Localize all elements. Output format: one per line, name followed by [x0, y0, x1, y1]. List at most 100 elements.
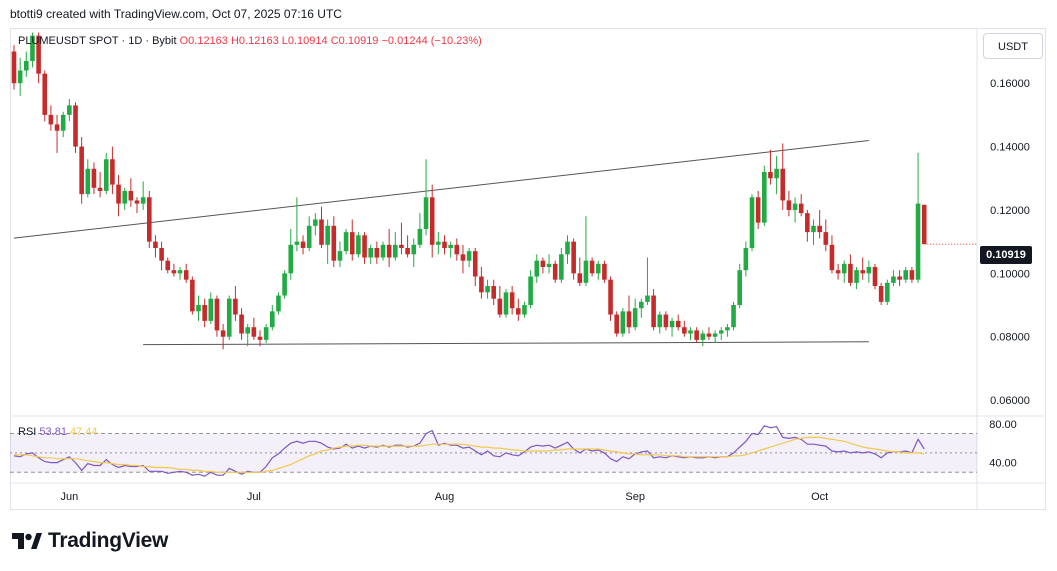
candle-body[interactable] [399, 244, 404, 248]
candle-body[interactable] [36, 35, 41, 74]
candle-body[interactable] [24, 61, 29, 71]
candle-body[interactable] [270, 311, 275, 328]
candle-body[interactable] [85, 168, 91, 195]
candle-body[interactable] [116, 184, 121, 204]
candle-body[interactable] [706, 333, 712, 337]
tradingview-logo[interactable]: TradingView [12, 529, 168, 553]
candle-body[interactable] [159, 247, 164, 261]
candle-body[interactable] [743, 247, 749, 271]
candle-body[interactable] [325, 225, 330, 245]
candle-body[interactable] [110, 159, 115, 185]
candle-body[interactable] [725, 327, 730, 331]
candle-body[interactable] [731, 305, 736, 328]
candle-body[interactable] [343, 232, 349, 252]
candle-body[interactable] [522, 305, 527, 315]
rsi-name[interactable]: RSI [18, 426, 37, 438]
chart-frame[interactable] [10, 28, 1046, 510]
candle-body[interactable] [841, 263, 847, 274]
candle-body[interactable] [626, 311, 632, 328]
candle-body[interactable] [559, 254, 564, 280]
candle-body[interactable] [485, 286, 490, 293]
candle-body[interactable] [565, 241, 570, 255]
candle-body[interactable] [349, 232, 355, 255]
candle-body[interactable] [595, 263, 601, 274]
candle-body[interactable] [780, 168, 786, 201]
trendline-upper[interactable] [13, 140, 869, 239]
candle-body[interactable] [122, 190, 127, 204]
candle-body[interactable] [762, 171, 767, 223]
candle-body[interactable] [909, 270, 915, 280]
candle-body[interactable] [694, 330, 699, 340]
candle-body[interactable] [356, 235, 361, 255]
candle-body[interactable] [737, 270, 742, 306]
candle-body[interactable] [288, 244, 294, 274]
candle-body[interactable] [226, 298, 232, 337]
candle-body[interactable] [749, 197, 755, 248]
candle-body[interactable] [552, 263, 558, 280]
candle-body[interactable] [755, 197, 761, 223]
candle-body[interactable] [860, 270, 865, 274]
candle-body[interactable] [571, 241, 576, 274]
candle-body[interactable] [147, 197, 152, 242]
candle-body[interactable] [73, 105, 78, 147]
candle-body[interactable] [885, 282, 890, 302]
candle-body[interactable] [140, 197, 146, 204]
candle-body[interactable] [202, 305, 207, 321]
candle-body[interactable] [251, 327, 257, 337]
candle-body[interactable] [479, 276, 484, 293]
rsi-line[interactable] [13, 425, 925, 477]
candle-body[interactable] [362, 235, 367, 258]
candle-body[interactable] [528, 276, 533, 306]
candle-body[interactable] [835, 270, 841, 274]
candle-body[interactable] [466, 251, 472, 261]
candle-body[interactable] [516, 308, 521, 315]
candle-body[interactable] [891, 276, 896, 283]
candle-body[interactable] [878, 286, 884, 302]
candle-body[interactable] [682, 327, 687, 334]
candle-body[interactable] [60, 114, 66, 131]
candle-body[interactable] [829, 244, 835, 271]
candle-body[interactable] [608, 279, 613, 315]
candle-body[interactable] [546, 263, 552, 268]
candle-body[interactable] [239, 314, 244, 334]
candle-body[interactable] [497, 298, 503, 315]
candle-body[interactable] [171, 270, 177, 274]
candle-body[interactable] [534, 260, 540, 277]
candle-body[interactable] [368, 247, 373, 258]
candle-body[interactable] [768, 171, 773, 179]
candle-body[interactable] [472, 251, 478, 277]
candle-body[interactable] [423, 197, 429, 229]
candle-body[interactable] [577, 273, 583, 283]
candle-body[interactable] [276, 295, 281, 312]
candle-body[interactable] [866, 267, 872, 274]
candle-body[interactable] [417, 228, 423, 245]
candle-body[interactable] [583, 260, 589, 283]
candle-body[interactable] [177, 270, 183, 274]
candle-body[interactable] [300, 241, 306, 248]
candle-body[interactable] [405, 247, 410, 255]
candle-body[interactable] [718, 330, 724, 334]
candle-body[interactable] [712, 333, 718, 337]
candle-body[interactable] [657, 314, 663, 328]
candle-body[interactable] [380, 244, 386, 258]
candle-body[interactable] [386, 244, 392, 258]
candle-body[interactable] [669, 320, 675, 328]
candle-body[interactable] [337, 251, 343, 261]
candle-body[interactable] [774, 168, 779, 179]
candle-body[interactable] [503, 292, 509, 315]
candle-body[interactable] [854, 270, 859, 283]
candle-body[interactable] [48, 114, 54, 125]
currency-button[interactable]: USDT [983, 33, 1043, 59]
candle-body[interactable] [257, 336, 263, 340]
candle-body[interactable] [448, 244, 453, 248]
candle-body[interactable] [903, 270, 909, 280]
candle-body[interactable] [509, 292, 515, 309]
candle-body[interactable] [67, 105, 72, 115]
rsi-ma-line[interactable] [14, 436, 925, 473]
candle-body[interactable] [42, 73, 48, 115]
candle-body[interactable] [245, 327, 250, 334]
candle-body[interactable] [786, 200, 792, 210]
candle-body[interactable] [540, 260, 546, 268]
candle-body[interactable] [811, 225, 816, 233]
candle-body[interactable] [183, 270, 189, 280]
